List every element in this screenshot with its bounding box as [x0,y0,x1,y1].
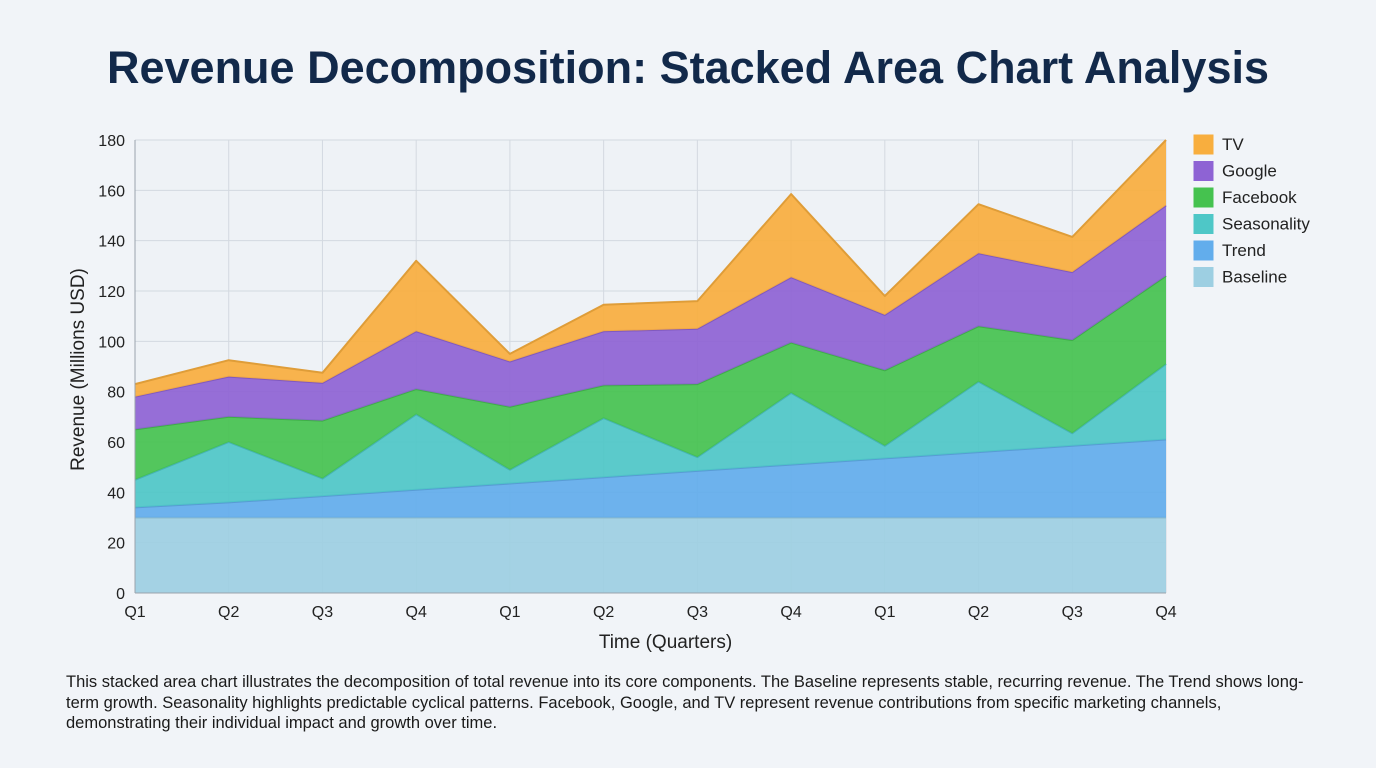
x-tick-label: Q1 [874,604,895,621]
area-google [135,205,1166,430]
stacked-area-chart: 0 20 40 60 80 100 120 140 160 180 Q1 Q2 Q3 Q4 Q1 Q2 Q3 Q4… [68,133,1310,653]
x-tick-label: Q2 [968,604,989,621]
x-tick-label: Q2 [218,604,239,621]
x-axis-label: Time (Quarters) [599,632,732,653]
y-tick-label: 40 [107,485,125,502]
area-layer [134,139,1167,593]
y-tick-label: 120 [98,284,125,301]
area-seasonality [135,364,1166,508]
legend-swatch-baseline [1193,267,1214,287]
y-tick-label: 160 [98,183,125,200]
x-tick-label: Q3 [687,604,708,621]
x-tick-label: Q3 [1062,604,1083,621]
legend-label-seasonality: Seasonality [1222,215,1310,234]
y-tick-label: 80 [107,385,125,402]
y-tick-label: 180 [98,133,125,150]
area-baseline [135,517,1166,593]
legend-label-tv: TV [1222,135,1244,154]
area-trend [135,439,1166,518]
x-tick-label: Q4 [1155,604,1176,621]
legend-swatch-google [1193,161,1214,181]
x-tick-label: Q1 [124,604,145,621]
y-tick-label: 140 [98,234,125,251]
axes: 0 20 40 60 80 100 120 140 160 180 Q1 Q2 Q3 Q4 Q1 Q2 Q3 Q4… [68,133,1177,653]
y-tick-label: 20 [107,536,125,553]
y-axis-label: Revenue (Millions USD) [68,268,89,471]
legend-label-trend: Trend [1222,241,1266,260]
legend-swatch-tv [1193,134,1214,155]
x-tick-label: Q2 [593,604,614,621]
legend: TV Google Facebook Seasonality Trend Baseline [1193,134,1310,287]
chart-caption: This stacked area chart illustrates the … [66,673,1304,732]
x-tick-label: Q3 [312,604,333,621]
x-tick-label: Q1 [499,604,520,621]
legend-swatch-facebook [1193,187,1214,208]
chart-title: Revenue Decomposition: Stacked Area Char… [106,42,1270,93]
area-tv [135,140,1166,397]
y-tick-label: 60 [107,435,125,452]
y-tick-label: 100 [98,334,125,351]
legend-label-google: Google [1222,162,1277,181]
legend-swatch-trend [1193,240,1214,261]
y-tick-label: 0 [116,586,125,603]
legend-swatch-seasonality [1193,214,1214,234]
x-tick-label: Q4 [780,604,801,621]
area-facebook [135,275,1166,480]
x-tick-label: Q4 [406,604,427,621]
line-tv [134,139,1167,386]
legend-label-baseline: Baseline [1222,268,1287,287]
legend-label-facebook: Facebook [1222,188,1297,207]
